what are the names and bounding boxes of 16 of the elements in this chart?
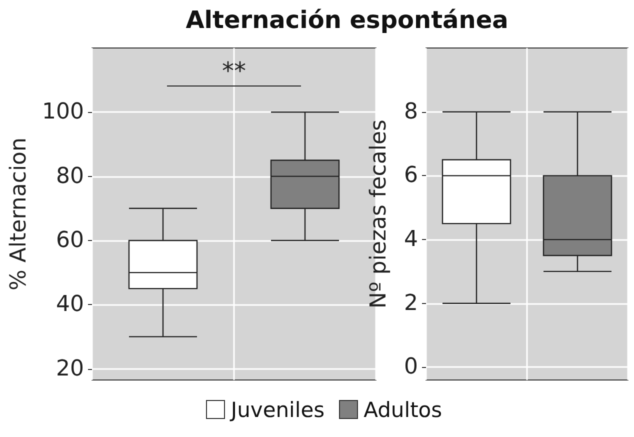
y-tick-label: 20 <box>56 356 84 382</box>
y-axis-title: % Alternacion <box>6 138 32 290</box>
y-tick-label: 100 <box>42 100 84 125</box>
legend-label: Adultos <box>364 398 442 422</box>
y-tick-label: 6 <box>404 163 418 188</box>
y-tick-label: 4 <box>404 227 418 252</box>
y-axis-title: Nº piezas fecales <box>366 120 392 308</box>
y-tick-label: 8 <box>404 99 418 124</box>
y-tick-label: 60 <box>56 228 84 253</box>
y-tick-label: 2 <box>404 290 418 316</box>
y-tick-label: 40 <box>56 292 84 318</box>
y-tick-label: 0 <box>404 354 418 380</box>
annotation: ** <box>222 57 246 85</box>
y-tick-label: 80 <box>56 164 84 189</box>
chart-title: Alternación espontánea <box>184 6 510 34</box>
legend-label: Juveniles <box>230 398 325 422</box>
